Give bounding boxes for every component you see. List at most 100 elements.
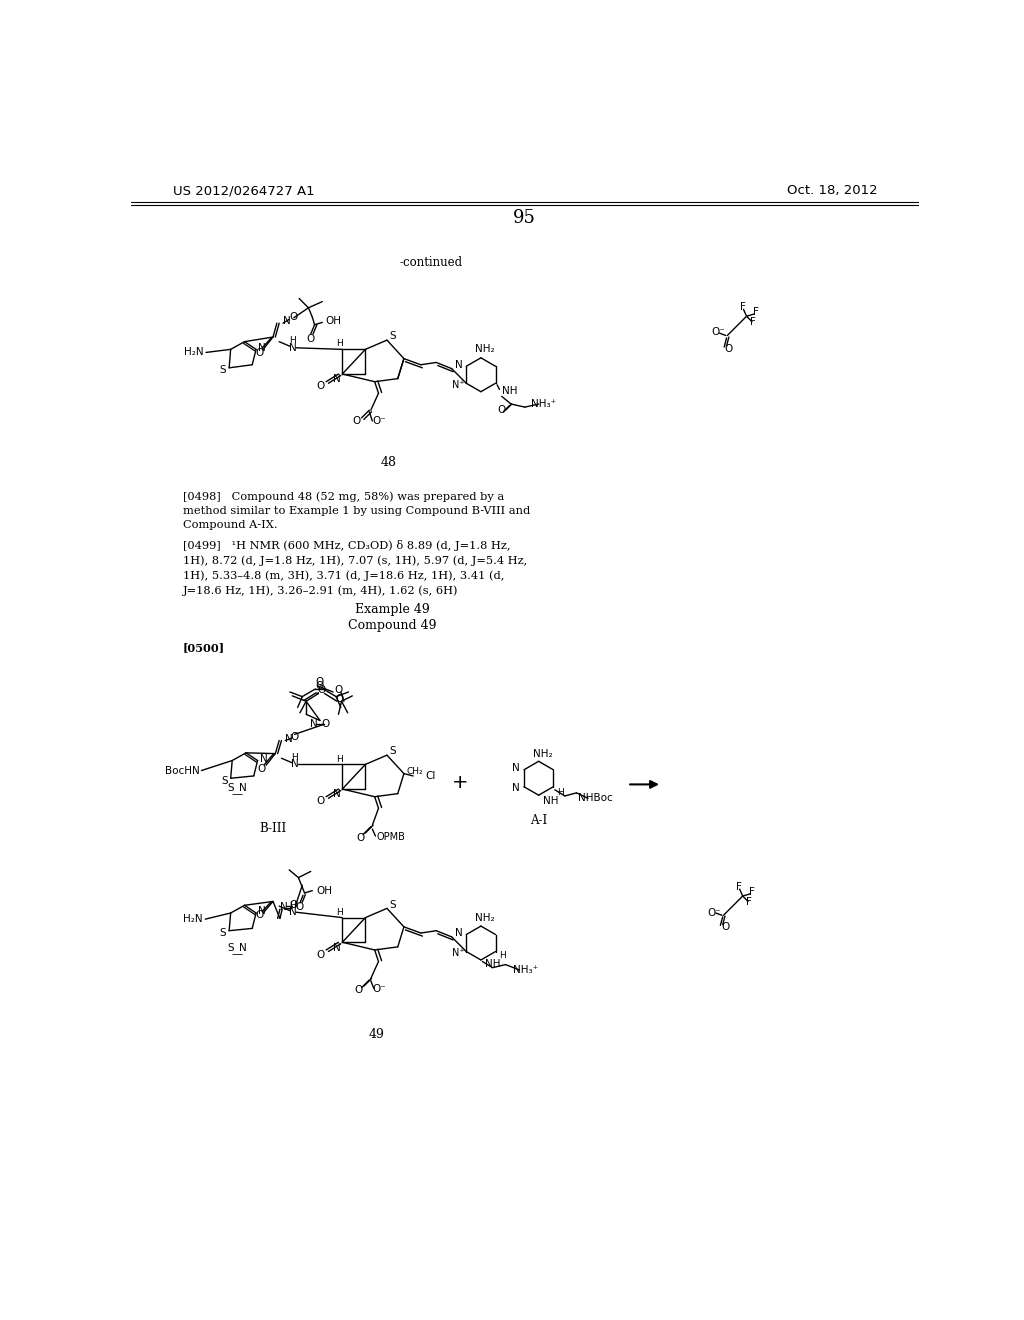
Text: H₂N: H₂N	[183, 915, 203, 924]
Text: A-I: A-I	[530, 814, 547, 828]
Text: +: +	[452, 772, 468, 792]
Text: O: O	[256, 348, 264, 358]
Text: -continued: -continued	[399, 256, 463, 269]
Text: N: N	[240, 783, 247, 793]
Text: S: S	[221, 776, 227, 785]
Text: O: O	[316, 949, 325, 960]
Text: O: O	[255, 911, 263, 920]
Text: S: S	[227, 783, 233, 793]
Text: O: O	[291, 731, 299, 742]
Text: S: S	[219, 366, 226, 375]
Text: —: —	[231, 789, 243, 800]
Text: NHBoc: NHBoc	[579, 793, 613, 804]
Text: F: F	[753, 308, 759, 317]
Text: O: O	[356, 833, 365, 842]
Text: O⁻: O⁻	[373, 985, 386, 994]
Text: S: S	[219, 928, 226, 939]
Text: N: N	[283, 315, 291, 326]
Text: OH: OH	[316, 887, 332, 896]
Text: S: S	[227, 944, 233, 953]
Text: OPMB: OPMB	[376, 832, 406, 842]
Text: H: H	[291, 752, 298, 762]
Text: O: O	[353, 416, 361, 426]
Text: H: H	[289, 900, 296, 909]
Text: [0498]   Compound 48 (52 mg, 58%) was prepared by a
method similar to Example 1 : [0498] Compound 48 (52 mg, 58%) was prep…	[183, 491, 530, 531]
Text: US 2012/0264727 A1: US 2012/0264727 A1	[173, 185, 314, 197]
Text: N⁺: N⁺	[453, 948, 465, 958]
Text: F: F	[745, 898, 752, 907]
Text: S: S	[390, 746, 396, 756]
Text: H: H	[289, 337, 296, 346]
Text: —: —	[231, 949, 243, 960]
Text: H: H	[557, 788, 564, 797]
Text: O: O	[257, 764, 265, 774]
Text: O: O	[498, 405, 506, 416]
Text: N: N	[512, 783, 520, 793]
Text: NH: NH	[502, 385, 517, 396]
Text: 95: 95	[513, 210, 537, 227]
Text: Cl: Cl	[425, 771, 436, 781]
Text: N: N	[512, 763, 520, 774]
Text: CH₂: CH₂	[407, 767, 423, 776]
Text: O⁻: O⁻	[712, 326, 725, 337]
Text: O: O	[322, 718, 330, 729]
Text: O: O	[289, 312, 297, 322]
Text: N: N	[286, 734, 293, 744]
Text: NH: NH	[543, 796, 558, 807]
Text: O: O	[316, 381, 325, 391]
Text: N: N	[289, 907, 297, 917]
Text: H: H	[500, 950, 506, 960]
Text: O: O	[315, 681, 324, 690]
Text: F: F	[736, 882, 741, 892]
Text: O: O	[316, 796, 325, 807]
Text: N: N	[258, 343, 266, 352]
Text: [0499]   ¹H NMR (600 MHz, CD₃OD) δ 8.89 (d, J=1.8 Hz,
1H), 8.72 (d, J=1.8 Hz, 1H: [0499] ¹H NMR (600 MHz, CD₃OD) δ 8.89 (d…	[183, 540, 527, 597]
Text: O: O	[315, 677, 324, 686]
Text: N: N	[333, 789, 341, 800]
Text: H₂N: H₂N	[184, 347, 204, 358]
Text: O: O	[334, 685, 343, 694]
Text: O: O	[317, 685, 326, 694]
Text: NH₂: NH₂	[475, 343, 495, 354]
Text: S: S	[390, 899, 396, 909]
Text: N: N	[455, 360, 463, 370]
Text: O: O	[721, 921, 729, 932]
Text: BocHN: BocHN	[165, 766, 200, 776]
Text: N: N	[260, 754, 267, 764]
Text: N: N	[292, 759, 299, 770]
Text: O: O	[306, 334, 314, 343]
Text: Oct. 18, 2012: Oct. 18, 2012	[786, 185, 878, 197]
Text: N: N	[240, 944, 247, 953]
Text: [0500]: [0500]	[183, 642, 225, 653]
Text: N: N	[455, 928, 463, 939]
Text: Compound 49: Compound 49	[348, 619, 436, 632]
Text: N: N	[333, 375, 341, 384]
Text: F: F	[750, 317, 756, 327]
Text: Example 49: Example 49	[355, 603, 430, 616]
Text: O⁻: O⁻	[373, 416, 386, 426]
Text: N: N	[280, 902, 288, 912]
Text: NH₂: NH₂	[532, 748, 552, 759]
Text: B-III: B-III	[259, 822, 287, 834]
Text: H: H	[336, 755, 343, 763]
Text: F: F	[749, 887, 755, 898]
Text: O: O	[295, 902, 303, 912]
Text: OH: OH	[326, 315, 341, 326]
Text: H: H	[336, 339, 343, 348]
Text: 49: 49	[369, 1028, 385, 1041]
Text: 48: 48	[381, 455, 396, 469]
Text: S: S	[390, 331, 396, 342]
Text: H: H	[336, 908, 343, 916]
Text: NH₂: NH₂	[475, 913, 495, 924]
Text: NH₃⁺: NH₃⁺	[513, 965, 539, 975]
Text: N: N	[333, 942, 341, 953]
Text: O: O	[336, 694, 344, 704]
Text: N⁺: N⁺	[453, 380, 465, 389]
Text: N: N	[310, 718, 317, 729]
Text: N: N	[289, 343, 297, 352]
Text: O⁻: O⁻	[708, 908, 721, 917]
Text: NH: NH	[484, 958, 501, 969]
Text: O: O	[290, 900, 298, 911]
Text: N: N	[258, 907, 266, 916]
Text: F: F	[739, 302, 745, 312]
